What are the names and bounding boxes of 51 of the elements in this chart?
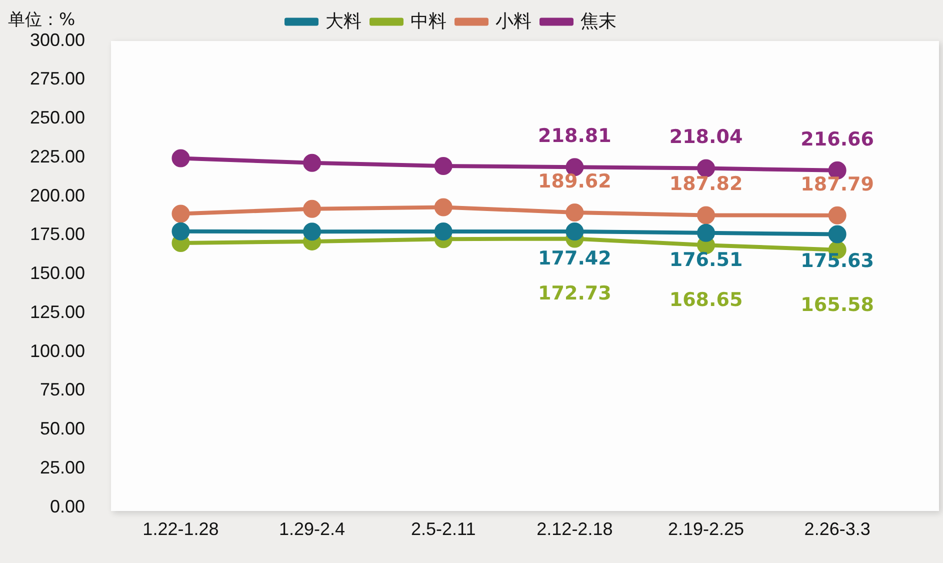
x-tick-label: 2.26-3.3 [804, 519, 870, 540]
y-tick-label: 200.00 [30, 185, 86, 206]
point [172, 222, 190, 240]
y-axis-title: 单位：% [8, 9, 76, 31]
y-tick-label: 0.00 [50, 496, 86, 516]
y-tick-label: 75.00 [40, 380, 86, 400]
y-tick-label: 250.00 [30, 108, 86, 128]
y-tick-label: 50.00 [40, 418, 86, 439]
x-tick-label: 2.19-2.25 [668, 519, 744, 540]
y-tick-label: 100.00 [30, 340, 86, 361]
data-label: 187.79 [800, 173, 874, 196]
point [566, 222, 584, 240]
point [303, 200, 322, 218]
point [303, 222, 322, 241]
data-label: 176.51 [669, 248, 743, 271]
point [566, 203, 584, 222]
point [434, 198, 452, 216]
data-label: 172.73 [538, 282, 612, 305]
y-tick-label: 175.00 [30, 224, 86, 244]
data-label: 189.62 [538, 170, 612, 192]
legend-label: 焦末 [580, 10, 616, 31]
y-tick-label: 150.00 [30, 263, 86, 284]
point [828, 225, 846, 244]
point [434, 222, 452, 240]
x-tick-label: 2.5-2.11 [411, 519, 476, 540]
data-label: 165.58 [800, 294, 874, 316]
data-label: 218.04 [669, 126, 743, 148]
point [697, 224, 716, 242]
data-label: 177.42 [538, 247, 612, 270]
data-label: 175.63 [800, 250, 874, 272]
x-tick-label: 2.12-2.18 [536, 519, 613, 540]
y-tick-label: 125.00 [30, 302, 86, 322]
x-tick-label: 1.22-1.28 [142, 519, 219, 540]
y-tick-label: 300.00 [30, 30, 86, 50]
point [434, 157, 452, 176]
point [303, 154, 322, 172]
point [828, 206, 846, 224]
y-tick-label: 225.00 [30, 146, 86, 166]
data-label: 187.82 [669, 173, 743, 196]
data-label: 218.81 [538, 125, 612, 148]
x-tick-label: 1.29-2.4 [279, 519, 346, 540]
point [172, 149, 190, 168]
point [697, 206, 716, 224]
data-label: 216.66 [800, 128, 874, 150]
y-tick-label: 25.00 [40, 457, 86, 478]
legend-label: 大料 [326, 10, 362, 31]
data-label: 168.65 [669, 289, 743, 312]
legend-label: 中料 [410, 10, 446, 31]
legend-label: 小料 [496, 10, 532, 31]
y-tick-label: 275.00 [30, 68, 86, 89]
point [172, 204, 190, 223]
